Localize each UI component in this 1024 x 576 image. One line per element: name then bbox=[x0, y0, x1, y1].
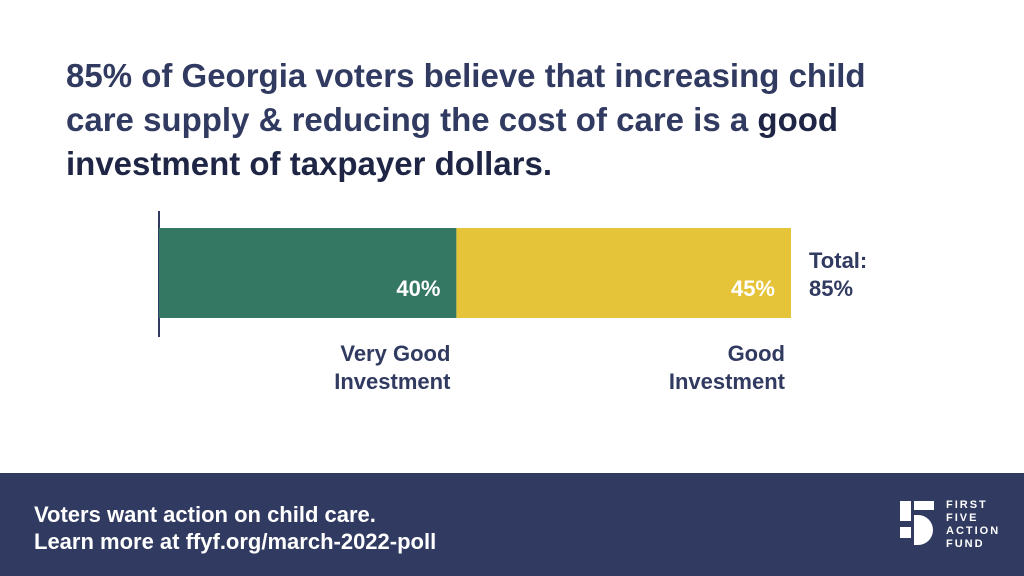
bar-segment-1 bbox=[159, 228, 457, 318]
category-label-1-line-1: Very Good bbox=[340, 341, 450, 366]
bar-value-label-2: 45% bbox=[731, 276, 775, 301]
bar-segment-2 bbox=[456, 228, 791, 318]
headline-text: 85% of Georgia voters believe that incre… bbox=[66, 57, 866, 138]
first-five-five-icon bbox=[900, 501, 934, 545]
headline-emphasis: good investment of taxpayer dollars. bbox=[66, 101, 839, 182]
chart-headline: 85% of Georgia voters believe that incre… bbox=[66, 54, 906, 186]
category-label-2-line-1: Good bbox=[728, 341, 785, 366]
footer-banner: Voters want action on child care. Learn … bbox=[0, 473, 1024, 576]
bar-value-label-1: 40% bbox=[396, 276, 440, 301]
logo-word-3: ACTION bbox=[946, 525, 1001, 537]
first-five-action-fund-logo: FIRST FIVE ACTION FUND bbox=[900, 499, 1010, 555]
logo-wordmark: FIRST FIVE ACTION FUND bbox=[946, 499, 1000, 551]
category-label-1-line-2: Investment bbox=[334, 369, 451, 394]
footer-link-text[interactable]: Learn more at ffyf.org/march-2022-poll bbox=[34, 529, 437, 554]
category-label-2-line-2: Investment bbox=[669, 369, 786, 394]
footer-tagline: Voters want action on child care. bbox=[34, 502, 376, 527]
logo-word-4: FUND bbox=[946, 538, 985, 550]
total-label-line-2: 85% bbox=[809, 276, 853, 301]
total-label-line-1: Total: bbox=[809, 248, 867, 273]
logo-word-2: FIVE bbox=[946, 512, 979, 524]
logo-word-1: FIRST bbox=[946, 499, 988, 511]
stacked-bar-chart: 40% Very Good Investment 45% Good Investment T… bbox=[158, 211, 867, 394]
